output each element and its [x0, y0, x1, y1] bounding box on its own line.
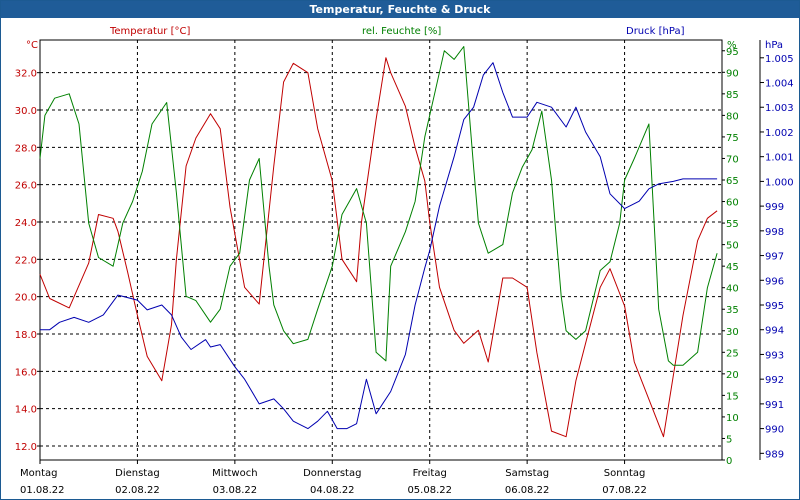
pressure-tick-label: 993: [765, 350, 784, 361]
pressure-tick-label: 995: [765, 301, 784, 312]
humidity-tick-label: 0: [726, 456, 732, 467]
humidity-tick-label: 70: [726, 154, 739, 165]
temperature-tick-label: 32.0: [15, 69, 37, 80]
day-date-label: 07.08.22: [602, 485, 647, 496]
humidity-tick-label: 45: [726, 262, 739, 273]
humidity-tick-label: 40: [726, 284, 739, 295]
pressure-tick-label: 1.000: [765, 177, 794, 188]
humidity-tick-label: 95: [726, 47, 739, 58]
day-name-label: Freitag: [413, 468, 447, 479]
day-date-label: 03.08.22: [213, 485, 258, 496]
day-date-label: 04.08.22: [310, 485, 355, 496]
humidity-tick-label: 5: [726, 434, 732, 445]
humidity-tick-label: 85: [726, 90, 739, 101]
pressure-tick-label: 990: [765, 425, 784, 436]
pressure-tick-label: 997: [765, 252, 784, 263]
temperature-unit: °C: [26, 40, 38, 51]
pressure-tick-label: 1.002: [765, 128, 794, 139]
temperature-tick-label: 22.0: [15, 255, 37, 266]
pressure-tick-label: 1.004: [765, 79, 794, 90]
pressure-tick-label: 999: [765, 202, 784, 213]
day-name-label: Montag: [20, 468, 57, 479]
day-name-label: Mittwoch: [212, 468, 257, 479]
humidity-tick-label: 25: [726, 348, 739, 359]
day-name-label: Donnerstag: [303, 468, 361, 479]
humidity-tick-label: 30: [726, 327, 739, 338]
series-line-humidity: [39, 46, 718, 366]
x-axis: Montag 01.08.22 Dienstag 02.08.22 Mittwoch 03…: [20, 460, 647, 496]
day-name-label: Sonntag: [604, 468, 646, 479]
humidity-tick-label: 10: [726, 413, 739, 424]
temperature-tick-label: 26.0: [15, 181, 37, 192]
humidity-tick-label: 35: [726, 305, 739, 316]
series-line-pressure: [40, 62, 718, 430]
pressure-tick-label: 991: [765, 400, 784, 411]
series-line-temperature: [39, 57, 718, 438]
series-layer: [39, 46, 718, 438]
pressure-tick-label: 996: [765, 276, 784, 287]
day-name-label: Dienstag: [115, 468, 160, 479]
humidity-tick-label: 55: [726, 219, 739, 230]
temperature-tick-label: 12.0: [15, 442, 37, 453]
humidity-tick-label: 20: [726, 370, 739, 381]
pressure-tick-label: 992: [765, 375, 784, 386]
temperature-axis-title: Temperatur [°C]: [109, 26, 190, 37]
day-date-label: 05.08.22: [407, 485, 452, 496]
window-title: Temperatur, Feuchte & Druck: [1, 1, 799, 18]
pressure-tick-label: 994: [765, 326, 784, 337]
day-date-label: 06.08.22: [505, 485, 550, 496]
day-date-label: 01.08.22: [20, 485, 65, 496]
pressure-tick-label: 1.003: [765, 103, 794, 114]
pressure-unit: hPa: [765, 40, 783, 51]
humidity-tick-label: 90: [726, 68, 739, 79]
pressure-tick-label: 998: [765, 227, 784, 238]
humidity-tick-label: 65: [726, 176, 739, 187]
day-name-label: Samstag: [505, 468, 549, 479]
pressure-tick-label: 989: [765, 449, 784, 460]
pressure-tick-label: 1.001: [765, 153, 794, 164]
temperature-tick-label: 20.0: [15, 293, 37, 304]
humidity-tick-label: 60: [726, 198, 739, 209]
temperature-tick-label: 18.0: [15, 330, 37, 341]
humidity-axis-title: rel. Feuchte [%]: [362, 26, 441, 37]
temperature-tick-label: 30.0: [15, 106, 37, 117]
plot-area: [39, 39, 723, 461]
pressure-tick-label: 1.005: [765, 54, 794, 65]
pressure-axis-title: Druck [hPa]: [626, 26, 685, 37]
day-date-label: 02.08.22: [115, 485, 160, 496]
temperature-tick-label: 28.0: [15, 143, 37, 154]
humidity-unit: %: [727, 40, 737, 51]
temperature-tick-label: 16.0: [15, 367, 37, 378]
humidity-tick-label: 75: [726, 133, 739, 144]
temperature-tick-label: 14.0: [15, 405, 37, 416]
temperature-axis: 12.0 14.0 16.0 18.0 20.0 22.0 24.0 26.0 28.0 30.0…: [15, 69, 40, 453]
humidity-axis: 0 5 10 15 20 25 30 35 40 45 50 55 60 65 70 75 80 85 90 95: [722, 47, 739, 467]
pressure-axis: 989 990 991 992 993 994 995 996 997 998 999 1.000 1.…: [759, 40, 794, 460]
humidity-tick-label: 15: [726, 391, 739, 402]
grid-lines: [40, 40, 722, 460]
humidity-tick-label: 50: [726, 241, 739, 252]
temperature-tick-label: 24.0: [15, 218, 37, 229]
humidity-tick-label: 80: [726, 111, 739, 122]
